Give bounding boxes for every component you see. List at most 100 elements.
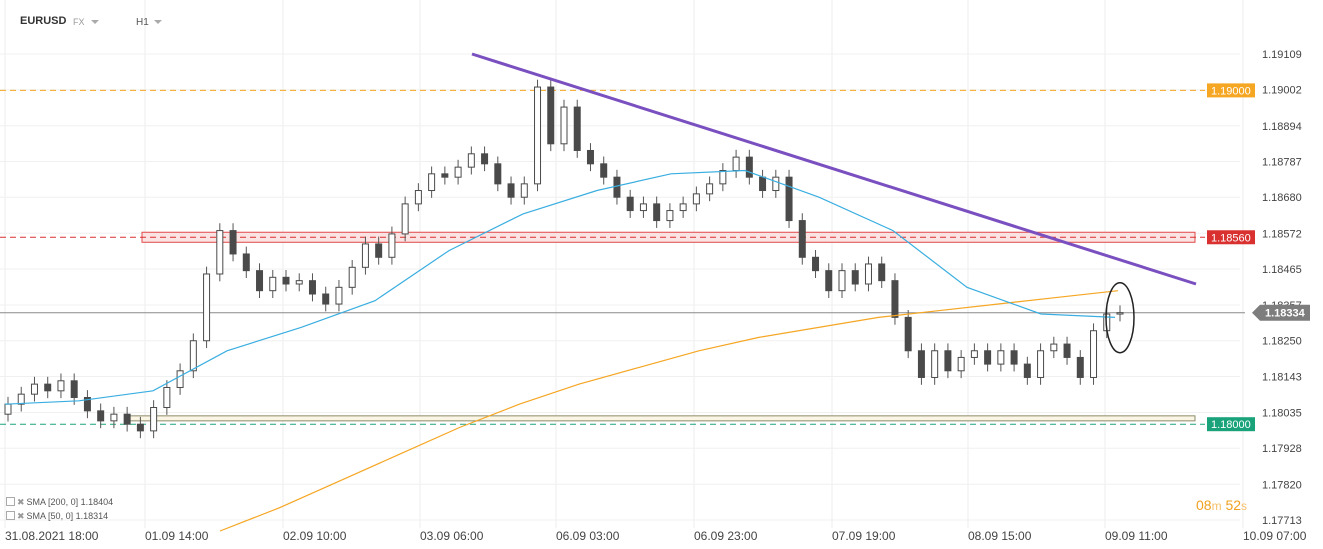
candle-bullish [454,166,462,178]
level-badge [1207,417,1255,432]
candle-bullish [520,183,528,198]
price-tick-label: 1.18787 [1262,156,1302,168]
candle-bullish [348,266,356,288]
candle-bearish [136,423,144,432]
candle-bullish [203,273,211,342]
candle-bearish [984,350,992,365]
support-zone [128,415,1196,422]
price-tick-label: 1.19002 [1262,85,1302,97]
price-tick-label: 1.18894 [1262,121,1302,133]
time-tick-label: 07.09 19:00 [832,529,896,543]
remove-indicator-icon[interactable]: ✖ [17,511,25,521]
candle-bullish [110,413,118,422]
level-badge-text: 1.19000 [1211,85,1251,97]
candle-bullish [176,370,184,388]
candle-bullish [931,350,939,378]
time-tick-label: 06.09 03:00 [556,529,620,543]
horizontal-levels [0,89,1245,425]
grid-lines [0,0,1244,528]
market-label: FX [73,17,85,27]
candle-bearish [851,270,859,285]
candle-bullish [361,243,369,268]
indicator-name: SMA [200, 0] [26,497,79,507]
price-tick-label: 1.18572 [1262,228,1302,240]
time-tick-label: 31.08.2021 18:00 [5,529,99,543]
time-axis[interactable]: 31.08.2021 18:00 01.09 14:00 02.09 10:00 03… [5,529,1307,543]
candle-bearish [1076,356,1084,378]
candle-bearish [308,280,316,295]
candle-bearish [785,176,793,222]
sma-200-line [219,290,1119,532]
trendline[interactable] [471,52,1197,286]
candle-bullish [666,210,674,222]
annotations [1105,281,1135,354]
timeframe-dropdown-icon[interactable] [154,20,162,24]
price-tick-label: 1.17928 [1262,443,1302,455]
candle-bullish [388,233,396,258]
candle-bullish [864,263,872,285]
candle-bullish [719,170,727,185]
candle-bearish [812,256,820,272]
candle-bearish [600,163,608,178]
indicator-settings-icon[interactable] [6,511,15,520]
time-tick-label: 01.09 14:00 [145,529,209,543]
candle-bearish [375,243,383,258]
price-tick-label: 1.18035 [1262,408,1302,420]
candle-bearish [441,173,449,178]
candle-bullish [970,350,978,358]
candle-bullish [1116,312,1124,315]
candle-bullish [679,203,687,212]
candle-bullish [560,106,568,145]
candle-bearish [626,196,634,212]
candle-bullish [335,286,343,305]
candle-bullish [150,407,158,432]
indicator-value: 1.18404 [80,497,114,507]
candle-bullish [732,156,740,172]
candle-bullish [414,190,422,205]
candle-bullish [401,203,409,235]
candle-bullish [534,86,542,185]
indicator-legend-sma200[interactable]: ✖ SMA [200, 0] 1.18404 [6,497,113,508]
candle-bearish [825,270,833,292]
indicator-name: SMA [50, 0] [26,511,74,521]
candle-bearish [507,183,515,198]
candle-bearish [917,350,925,378]
current-price-badge [1252,304,1310,321]
price-axis[interactable]: 1.19109 1.19002 1.18894 1.18787 1.18680 1.185… [1207,49,1310,527]
candle-bullish [295,280,303,285]
candle-bullish [838,270,846,292]
candle-bearish [1010,350,1018,365]
candle-bullish [269,276,277,292]
candle-bearish [613,176,621,198]
candle-bullish [957,356,965,372]
level-badge-text: 1.18000 [1211,419,1251,431]
candle-bullish [189,340,197,372]
time-tick-label: 10.09 07:00 [1243,529,1307,543]
sma-50-line [4,169,1116,405]
candle-bullish [1037,350,1045,378]
candle-bearish [759,176,767,192]
price-tick-label: 1.19109 [1262,49,1302,61]
market-dropdown-icon[interactable] [91,20,99,24]
time-tick-label: 02.09 10:00 [283,529,347,543]
price-tick-label: 1.18680 [1262,192,1302,204]
time-tick-label: 08.09 15:00 [968,529,1032,543]
candle-bearish [547,86,555,145]
candlesticks [4,79,1124,439]
candle-bearish [904,316,912,352]
time-tick-label: 03.09 06:00 [420,529,484,543]
level-badge [1207,230,1255,245]
candle-bearish [798,220,806,258]
candle-bullish [30,383,38,395]
downtrend-line [471,52,1197,286]
price-tick-label: 1.18250 [1262,336,1302,348]
timeframe-label[interactable]: H1 [136,17,149,28]
remove-indicator-icon[interactable]: ✖ [17,497,25,507]
candle-bearish [44,383,52,392]
symbol-label[interactable]: EURUSD [20,15,67,27]
indicator-legend-sma50[interactable]: ✖ SMA [50, 0] 1.18314 [6,511,108,522]
candle-bullish [216,230,224,275]
indicator-settings-icon[interactable] [6,497,15,506]
candle-bearish [97,410,105,422]
